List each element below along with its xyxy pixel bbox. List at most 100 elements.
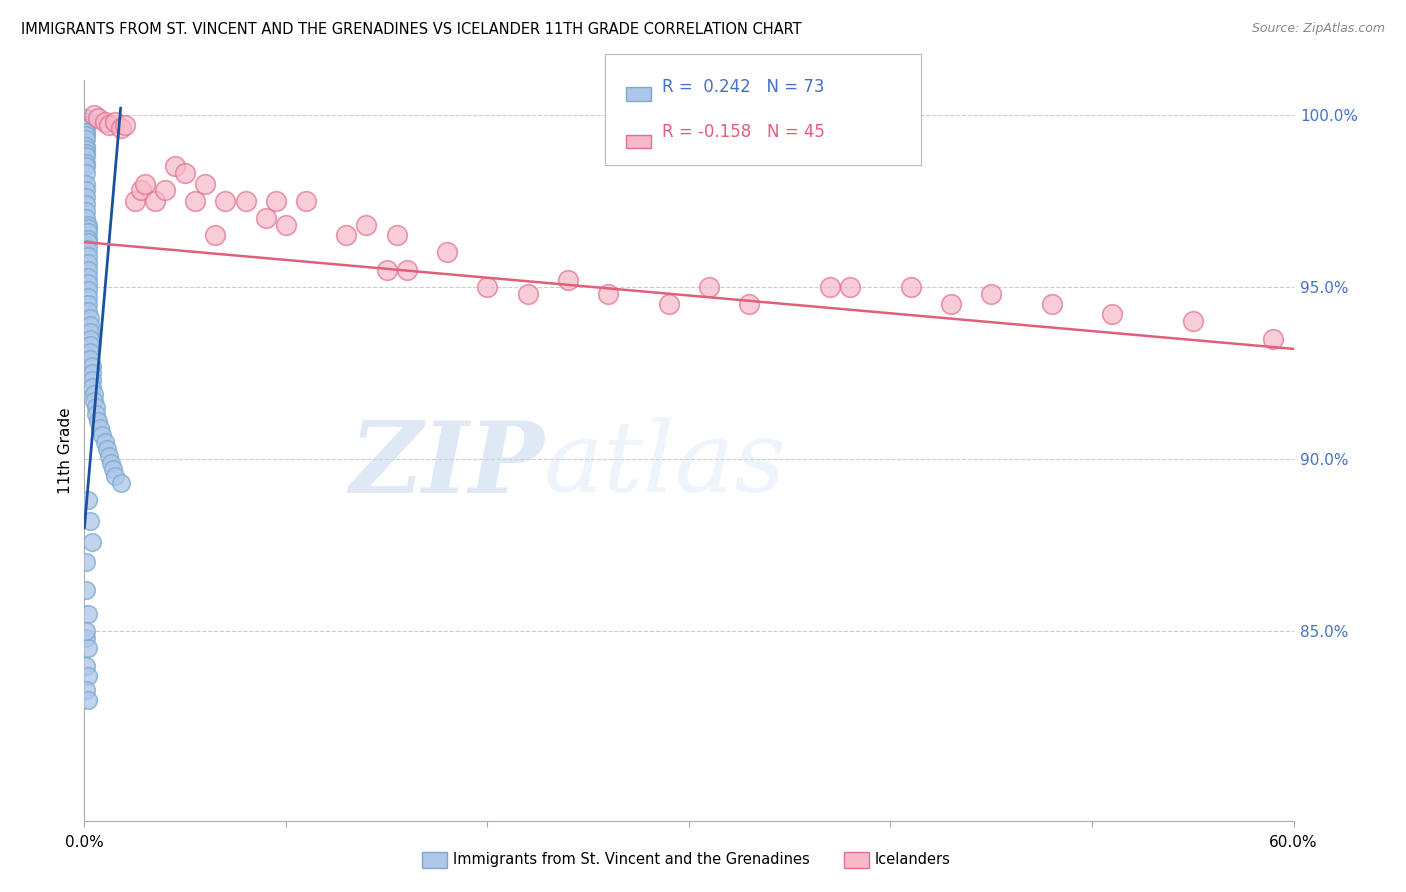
Point xyxy=(77,607,100,621)
Point xyxy=(900,280,922,294)
Text: R = -0.158   N = 45: R = -0.158 N = 45 xyxy=(662,123,825,141)
Point xyxy=(77,242,100,256)
Point xyxy=(264,194,287,208)
Point xyxy=(87,414,110,428)
Point xyxy=(77,641,100,656)
Point xyxy=(77,225,100,239)
Point xyxy=(274,218,297,232)
Point xyxy=(75,156,97,170)
Point xyxy=(153,184,176,198)
Point xyxy=(129,184,152,198)
Text: atlas: atlas xyxy=(544,417,786,513)
Point xyxy=(77,283,100,297)
Point xyxy=(77,221,100,235)
Text: ZIP: ZIP xyxy=(349,417,544,514)
Point xyxy=(165,160,187,174)
Point xyxy=(75,125,97,139)
Point xyxy=(77,256,100,270)
Point xyxy=(75,624,97,639)
Point xyxy=(79,318,101,332)
Y-axis label: 11th Grade: 11th Grade xyxy=(58,407,73,494)
Point xyxy=(77,297,100,311)
Point xyxy=(77,218,100,232)
Point xyxy=(134,177,156,191)
Point xyxy=(82,366,104,380)
Point xyxy=(75,132,97,146)
Point xyxy=(79,352,101,367)
Point xyxy=(75,190,97,204)
Point xyxy=(77,249,100,263)
Point xyxy=(75,204,97,219)
Point xyxy=(375,262,398,277)
Point xyxy=(214,194,236,208)
Point xyxy=(79,338,101,352)
Point xyxy=(97,449,120,463)
Point xyxy=(75,582,97,597)
Point xyxy=(77,235,100,249)
Point xyxy=(75,149,97,163)
Point xyxy=(194,177,217,191)
Point xyxy=(77,493,100,508)
Point xyxy=(75,555,97,569)
Point xyxy=(96,442,118,456)
Point xyxy=(77,669,100,683)
Point xyxy=(184,194,207,208)
Point xyxy=(83,393,105,408)
Point xyxy=(104,114,127,128)
Point xyxy=(75,118,97,132)
Point xyxy=(77,262,100,277)
Point xyxy=(77,269,100,284)
Point xyxy=(79,310,101,325)
Text: 60.0%: 60.0% xyxy=(1270,836,1317,850)
Point xyxy=(89,421,111,435)
Point xyxy=(143,194,166,208)
Text: Icelanders: Icelanders xyxy=(875,853,950,867)
Point xyxy=(82,534,104,549)
Point xyxy=(697,280,720,294)
Point xyxy=(436,245,458,260)
Point xyxy=(114,118,136,132)
Point xyxy=(124,194,146,208)
Point xyxy=(82,359,104,373)
Point xyxy=(91,428,114,442)
Point xyxy=(101,462,124,476)
Point xyxy=(86,401,108,415)
Text: Source: ZipAtlas.com: Source: ZipAtlas.com xyxy=(1251,22,1385,36)
Point xyxy=(204,228,226,243)
Point xyxy=(83,108,105,122)
Point xyxy=(82,380,104,394)
Point xyxy=(818,280,841,294)
Point xyxy=(75,658,97,673)
Point xyxy=(980,286,1002,301)
Point xyxy=(1101,308,1123,322)
Point xyxy=(75,114,97,128)
Point xyxy=(87,111,110,125)
Point xyxy=(75,121,97,136)
Point xyxy=(75,138,97,153)
Point xyxy=(839,280,862,294)
Point xyxy=(356,218,378,232)
Point xyxy=(93,434,115,449)
Point xyxy=(75,177,97,191)
Point xyxy=(1040,297,1063,311)
Text: 0.0%: 0.0% xyxy=(65,836,104,850)
Point xyxy=(77,277,100,291)
Point xyxy=(939,297,962,311)
Point xyxy=(93,114,115,128)
Point xyxy=(75,197,97,211)
Point xyxy=(77,290,100,304)
Point xyxy=(75,111,97,125)
Point xyxy=(1181,314,1204,328)
Point xyxy=(75,682,97,697)
Point xyxy=(75,631,97,645)
Point xyxy=(395,262,418,277)
Point xyxy=(516,286,538,301)
Point xyxy=(738,297,761,311)
Point xyxy=(77,693,100,707)
Text: Immigrants from St. Vincent and the Grenadines: Immigrants from St. Vincent and the Gren… xyxy=(453,853,810,867)
Point xyxy=(75,142,97,156)
Point xyxy=(75,211,97,225)
Point xyxy=(385,228,408,243)
Point xyxy=(598,286,620,301)
Point xyxy=(79,345,101,359)
